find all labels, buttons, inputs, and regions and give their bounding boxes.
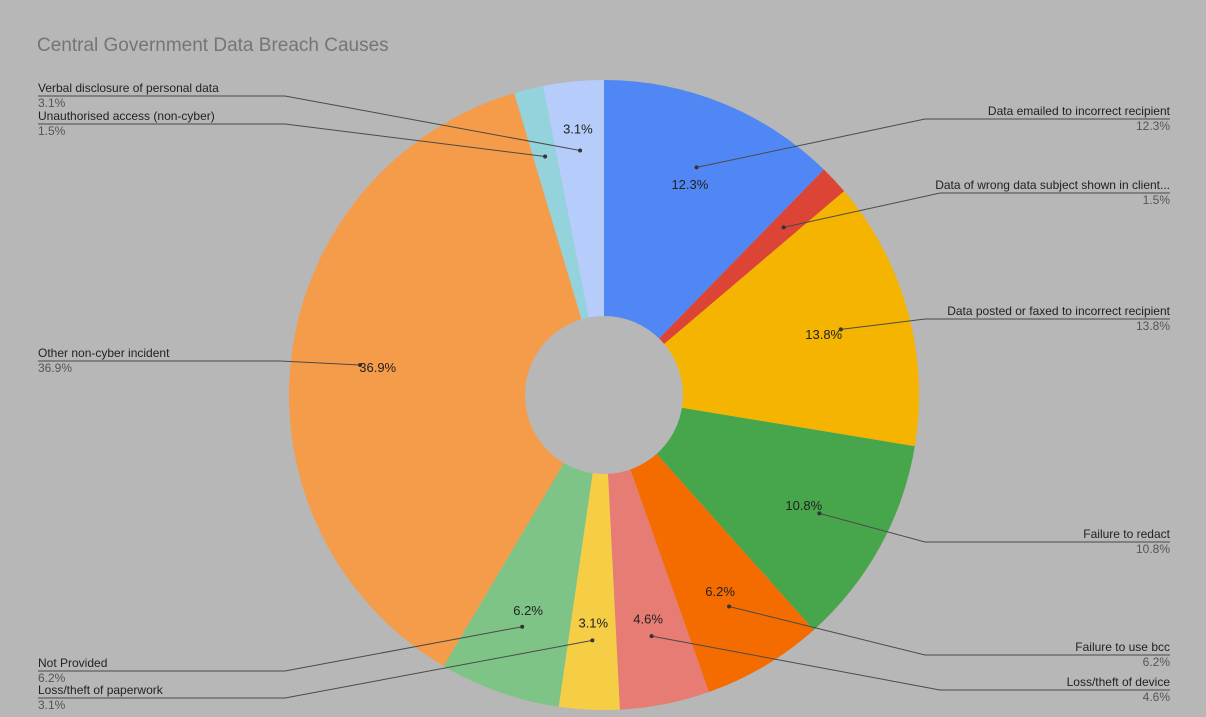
slice-percent-label: 3.1%: [563, 121, 593, 136]
callout-name: Failure to use bcc: [1075, 640, 1170, 654]
callout-name: Loss/theft of device: [1067, 675, 1171, 689]
donut-hole: [525, 316, 683, 474]
callout-name: Other non-cyber incident: [38, 346, 170, 360]
slice-percent-label: 13.8%: [805, 327, 842, 342]
callout-percent: 36.9%: [38, 361, 72, 375]
pie-slice: [604, 395, 814, 693]
callout-anchor-dot: [590, 638, 595, 643]
callout-percent: 6.2%: [1143, 655, 1171, 669]
callout-anchor-dot: [727, 604, 732, 609]
callout-name: Data posted or faxed to incorrect recipi…: [947, 304, 1170, 318]
callout-anchor-dot: [358, 363, 363, 367]
callout-name: Data emailed to incorrect recipient: [988, 104, 1171, 118]
callout-percent: 1.5%: [38, 124, 66, 138]
pie-slice: [289, 93, 604, 667]
pie-slice: [604, 395, 709, 710]
callout-leader-line: [819, 512, 1170, 543]
callout-name: Unauthorised access (non-cyber): [38, 109, 215, 123]
slice-percent-label: 12.3%: [671, 177, 708, 192]
callout-name: Verbal disclosure of personal data: [38, 81, 219, 95]
slice-labels: 12.3% 13.8% 10.8% 6.2% 4.6% 3.1% 6.2% 36.9% 3.1%: [359, 121, 842, 630]
pie-slice: [604, 191, 920, 447]
callout-anchor-dot: [578, 148, 583, 153]
pie-slice: [443, 395, 604, 707]
slice-percent-label: 6.2%: [705, 584, 735, 599]
callout-leader-line: [783, 192, 1170, 228]
callout-leader-line: [651, 635, 1170, 691]
callout-name: Data of wrong data subject shown in clie…: [935, 178, 1170, 192]
callout-percent: 4.6%: [1143, 690, 1171, 704]
callout-anchor-dot: [649, 634, 654, 639]
pie-slice: [604, 395, 915, 630]
callout-percent: 12.3%: [1136, 119, 1170, 133]
callout-leader-line: [38, 639, 593, 699]
callout-anchor-dot: [817, 511, 822, 516]
callout-leader-line: [728, 606, 1170, 656]
callout-leader-line: [38, 95, 581, 151]
callout-anchor-dot: [543, 154, 548, 159]
pie-slice: [514, 85, 604, 396]
callout-anchor-dot: [781, 225, 786, 230]
callout-name: Failure to redact: [1083, 527, 1170, 541]
callout-leader-line: [38, 626, 523, 672]
chart-title: Central Government Data Breach Causes: [37, 35, 389, 56]
callout-percent: 3.1%: [38, 96, 66, 110]
callouts: Data emailed to incorrect recipient12.3%…: [38, 81, 1171, 712]
callout-leader-line: [38, 360, 361, 366]
callout-name: Loss/theft of paperwork: [38, 683, 164, 697]
callout-percent: 6.2%: [38, 671, 66, 685]
callout-anchor-dot: [694, 165, 699, 170]
callout-percent: 3.1%: [38, 698, 66, 712]
slice-percent-label: 36.9%: [359, 360, 396, 375]
callout-anchor-dot: [520, 624, 525, 629]
callout-percent: 13.8%: [1136, 319, 1170, 333]
callout-anchor-dot: [838, 327, 843, 332]
pie-slices: [289, 80, 920, 710]
callout-percent: 1.5%: [1143, 193, 1171, 207]
callout-name: Not Provided: [38, 656, 107, 670]
pie-slice: [543, 80, 604, 395]
pie-slice: [604, 80, 824, 395]
slice-percent-label: 3.1%: [578, 616, 608, 631]
callout-leader-line: [840, 318, 1170, 330]
callout-leader-line: [696, 118, 1170, 168]
slice-percent-label: 6.2%: [513, 603, 543, 618]
callout-percent: 10.8%: [1136, 542, 1170, 556]
slice-percent-label: 4.6%: [633, 612, 663, 627]
callout-leader-line: [38, 123, 546, 157]
slice-percent-label: 10.8%: [785, 498, 822, 513]
